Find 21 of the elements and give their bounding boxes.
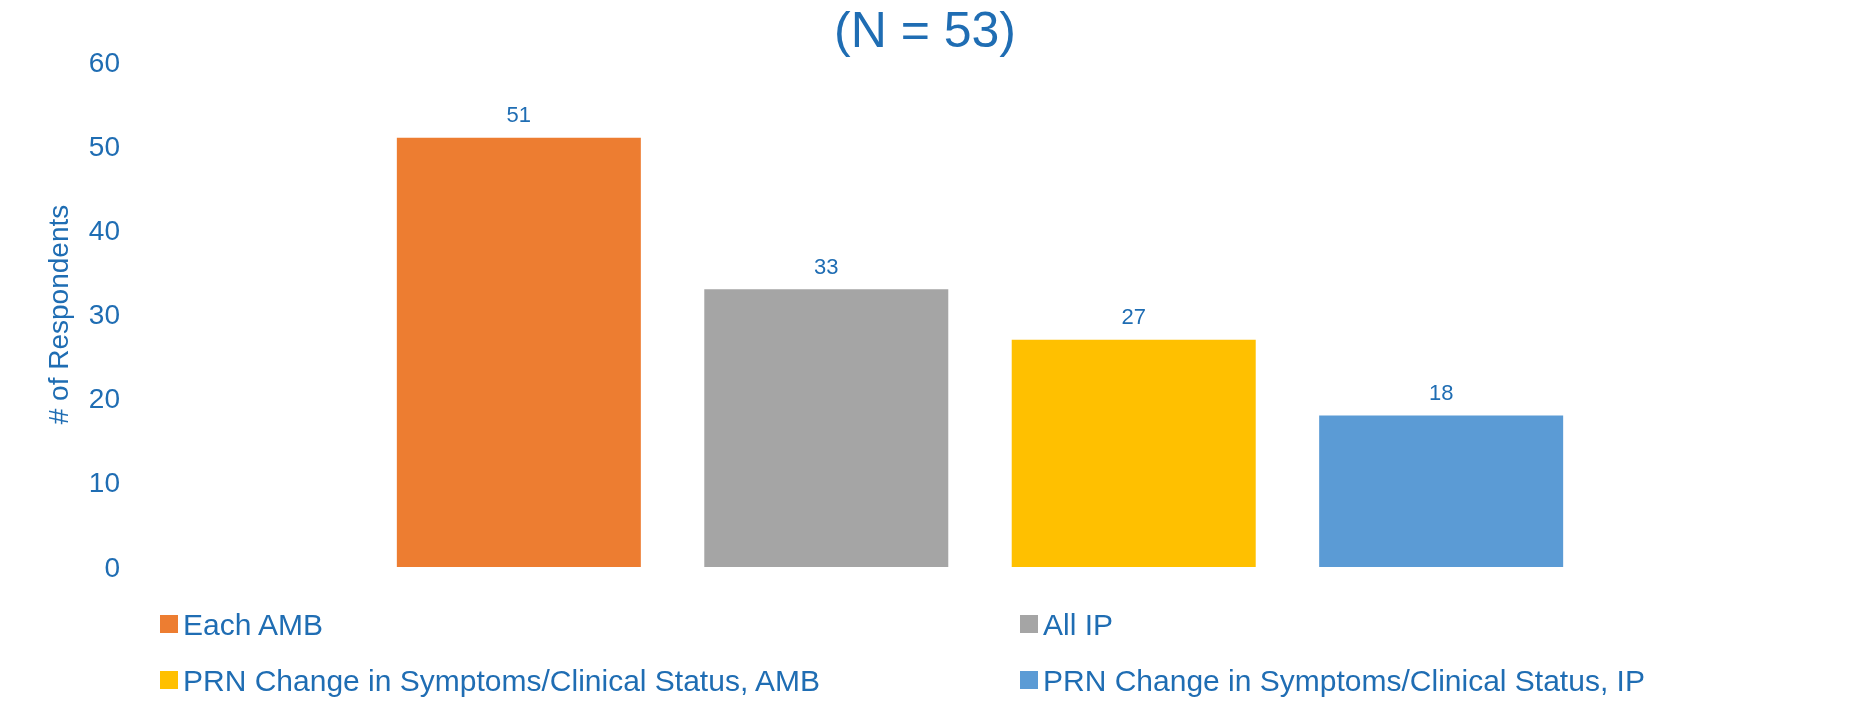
y-tick-label: 20 — [88, 383, 120, 415]
data-label: 33 — [814, 253, 839, 279]
y-tick-label: 0 — [104, 551, 120, 583]
data-label: 18 — [1428, 380, 1454, 405]
legend-label: PRN Change in Symptoms/Clinical Status, AMB — [183, 663, 820, 697]
legend-label: All IP — [1043, 607, 1114, 641]
data-label: 27 — [1121, 304, 1146, 330]
y-axis-title: # of Respondents — [42, 204, 74, 425]
y-tick-label: 40 — [88, 214, 120, 246]
bar — [396, 137, 641, 567]
bar — [704, 289, 949, 567]
chart-title: (N = 53) — [833, 2, 1017, 58]
bar — [1011, 339, 1256, 567]
y-tick-label: 50 — [88, 130, 120, 162]
y-tick-label: 30 — [88, 299, 120, 330]
y-tick-label: 10 — [88, 467, 120, 499]
legend-label: Each AMB — [183, 607, 324, 641]
y-tick-label: 60 — [88, 46, 120, 78]
bar — [1319, 415, 1564, 567]
data-label: 51 — [506, 102, 532, 128]
legend-label: PRN Change in Symptoms/Clinical Status, IP — [1043, 663, 1645, 697]
